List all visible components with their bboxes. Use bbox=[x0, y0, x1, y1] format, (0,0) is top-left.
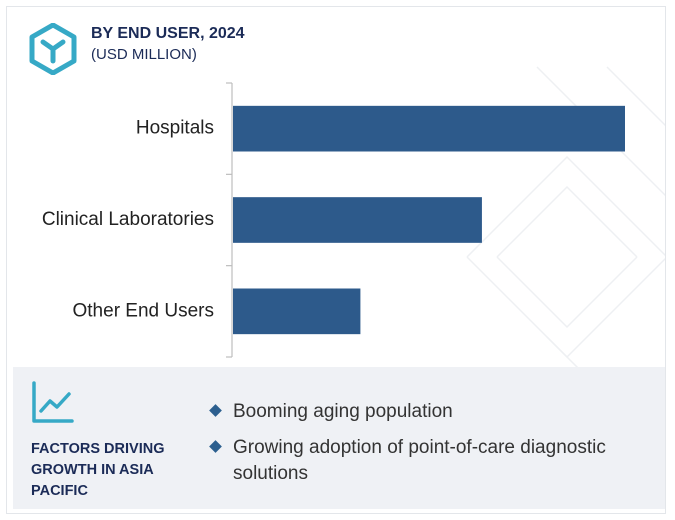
factor-item: Growing adoption of point-of-care diagno… bbox=[209, 435, 649, 487]
factors-title: FACTORS DRIVING GROWTH IN ASIA PACIFIC bbox=[31, 441, 165, 499]
hexagon-logo-icon bbox=[29, 23, 77, 75]
bar-hospitals bbox=[233, 105, 625, 152]
trend-chart-icon bbox=[32, 381, 74, 423]
chart-title: BY END USER, 2024 bbox=[91, 25, 245, 42]
bar-clinical-laboratories bbox=[233, 197, 482, 243]
category-label: Hospitals bbox=[136, 118, 214, 139]
diamond-bullet-icon bbox=[209, 404, 222, 417]
chart-card: BY END USER, 2024 (USD MILLION) Hospital… bbox=[6, 6, 666, 514]
factor-item: Booming aging population bbox=[209, 399, 649, 425]
factors-panel: FACTORS DRIVING GROWTH IN ASIA PACIFIC B… bbox=[13, 367, 665, 509]
bar-chart: Hospitals Clinical Laboratories Other End … bbox=[42, 82, 625, 358]
chart-subtitle: (USD MILLION) bbox=[91, 46, 197, 63]
factor-text: Growing adoption of point-of-care diagno… bbox=[233, 437, 606, 484]
category-label: Clinical Laboratories bbox=[42, 209, 214, 230]
diamond-bullet-icon bbox=[209, 440, 222, 453]
factor-text: Booming aging population bbox=[233, 401, 453, 422]
category-label: Other End Users bbox=[73, 300, 215, 321]
bar-other-end-users bbox=[233, 288, 361, 335]
factors-list: Booming aging population Growing adoptio… bbox=[209, 399, 649, 497]
